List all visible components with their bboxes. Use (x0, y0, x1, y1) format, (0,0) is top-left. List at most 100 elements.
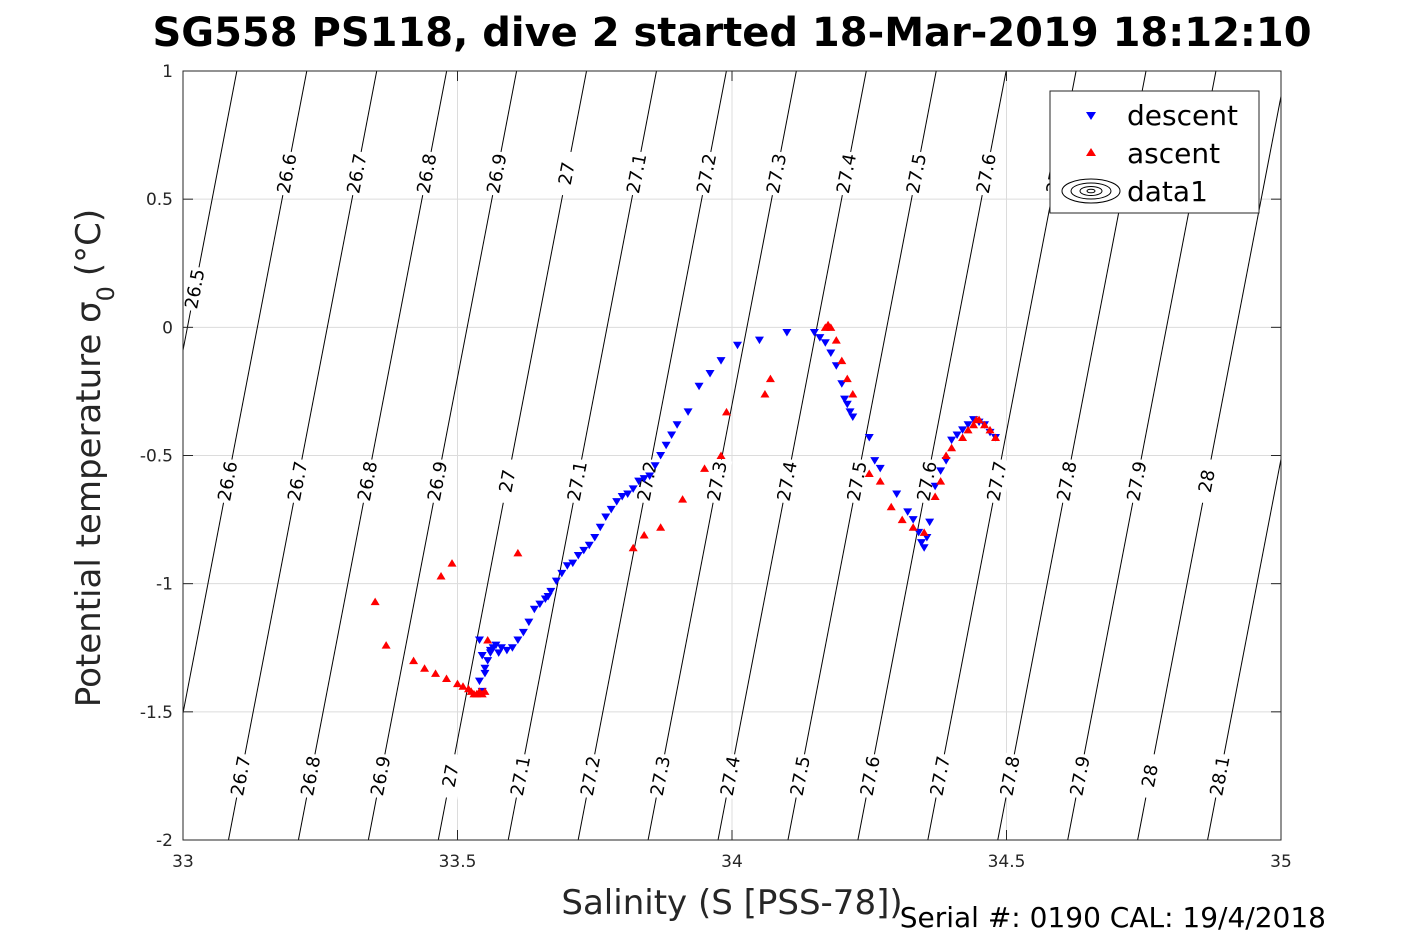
ascent-point (458, 682, 468, 690)
contour-label: 27.3 (704, 460, 732, 503)
legend-data1-label: data1 (1127, 175, 1208, 208)
contour-label: 27.5 (787, 754, 815, 797)
contour-line (227, 71, 378, 840)
descent-point (683, 408, 693, 416)
ascent-point (700, 464, 710, 472)
ascent-point (831, 336, 841, 344)
contour-label-bg (1051, 457, 1082, 505)
descent-point (952, 431, 962, 439)
contour-label: 27.8 (1053, 460, 1081, 503)
contour-label-bg (831, 149, 862, 198)
descent-point (496, 644, 506, 652)
descent-point (875, 464, 885, 473)
contour-label-group: 27.5 (842, 457, 873, 505)
contour-label-bg (995, 752, 1026, 800)
ascent-point (513, 548, 523, 557)
contour-label-bg (551, 149, 582, 198)
contour-label: 26.8 (413, 152, 441, 195)
y-tick-label: -2 (156, 831, 173, 851)
descent-point (694, 382, 704, 391)
x-tick-label: 34.5 (988, 852, 1026, 872)
ascent-point (722, 407, 732, 416)
ascent-point (919, 528, 929, 536)
ascent-point (656, 523, 666, 531)
contour-label-group: 27 (435, 752, 466, 800)
contour-label-bg (632, 457, 663, 505)
ascent-point (941, 451, 951, 459)
descent-point (617, 493, 627, 501)
contour-label-group: 27.4 (715, 752, 746, 800)
contour-label-group: 27 (492, 457, 523, 505)
descent-point (831, 362, 841, 370)
ascent-point (848, 389, 858, 398)
contour-label-group: 26.8 (295, 752, 326, 800)
contour-label: 27.1 (507, 754, 535, 797)
contour-label: 27.7 (927, 754, 955, 797)
ascent-point (985, 425, 995, 434)
contour-label-bg (1121, 457, 1152, 505)
legend-descent-marker (1086, 112, 1096, 120)
descent-point (672, 421, 682, 429)
ascent-point (947, 443, 957, 452)
ascent-point (936, 477, 946, 485)
contour-label-bg (505, 752, 536, 800)
ascent-point (958, 433, 968, 442)
contour-label-bg (912, 457, 943, 505)
y-axis-label-main: Potential temperature σ (69, 301, 109, 707)
y-tick-label: -1 (156, 575, 173, 595)
descent-point (656, 452, 666, 460)
contour-label-group: 27.3 (645, 752, 676, 800)
contour-label-group: 27.5 (785, 752, 816, 800)
ascent-point (436, 571, 446, 580)
contour-label: 27.4 (717, 754, 745, 797)
contour-label-group: 26.6 (212, 457, 243, 505)
contour-label-group: 27.8 (995, 752, 1026, 800)
descent-point (809, 328, 819, 337)
contour-label-group: 26.9 (365, 752, 396, 800)
contour-label-group: 27.6 (971, 149, 1002, 198)
contour-line (787, 71, 937, 840)
contour-label-group: 27.9 (1121, 457, 1152, 505)
contour-label-bg (575, 752, 606, 800)
contour-line (1137, 93, 1281, 840)
descent-point (480, 664, 490, 673)
contour-line (717, 71, 867, 840)
descent-point (524, 618, 534, 627)
descent-point (562, 562, 572, 570)
grid-lines (183, 71, 1281, 840)
descent-point (535, 600, 545, 609)
descent-point (870, 457, 880, 465)
contour-label-bg (761, 149, 792, 198)
contour-label-bg (435, 752, 466, 800)
descent-point (494, 649, 504, 657)
descent-point (551, 577, 561, 586)
contour-label-bg (785, 752, 816, 800)
contour-label: 27.3 (647, 754, 675, 797)
y-axis-label: Potential temperature σ0 (°C) (69, 209, 120, 707)
contour-label: 28.1 (1206, 754, 1234, 797)
descent-point (507, 644, 517, 652)
contour-label: 27.5 (903, 152, 931, 195)
descent-point (941, 457, 951, 465)
descent-point (864, 434, 874, 442)
ascent-point (480, 687, 490, 695)
contour-label: 26.6 (214, 460, 242, 503)
contour-line (297, 71, 448, 840)
contour-line (367, 71, 518, 840)
descent-point (925, 518, 935, 527)
legend-ascent-label: ascent (1127, 137, 1220, 170)
data-points (370, 320, 1001, 698)
ascent-point (963, 425, 973, 434)
descent-point (529, 605, 539, 614)
ascent-point (409, 656, 419, 665)
descent-point (474, 636, 484, 645)
descent-point (601, 513, 611, 522)
descent-point (606, 505, 616, 514)
descent-point (650, 462, 660, 470)
y-tick-label: 0 (162, 318, 173, 338)
ascent-point (842, 374, 852, 383)
descent-point (518, 628, 528, 637)
contour-label: 27 (439, 763, 464, 789)
contour-label-group: 27.2 (691, 149, 722, 198)
ascent-point (991, 433, 1001, 442)
